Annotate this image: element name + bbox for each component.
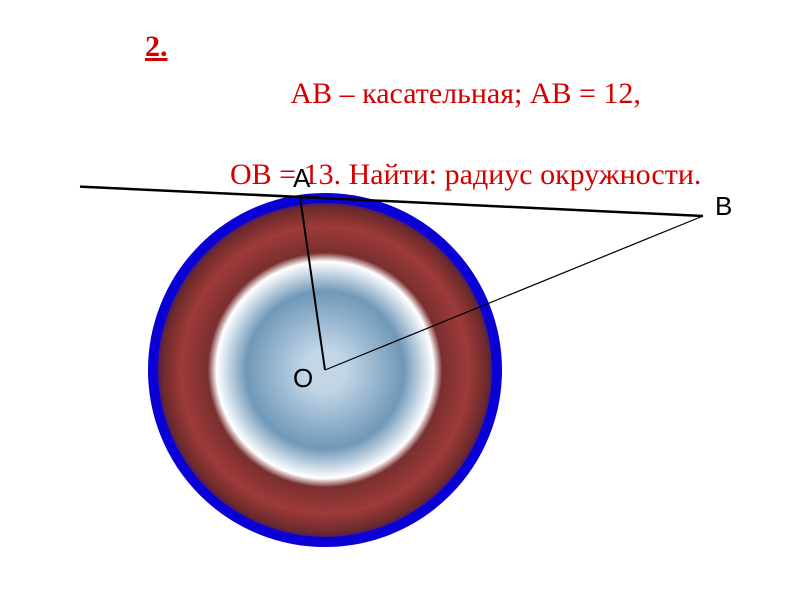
label-A: А bbox=[293, 163, 310, 194]
problem-line-1: АВ – касательная; АВ = 12, bbox=[290, 77, 641, 110]
label-O: О bbox=[293, 363, 313, 394]
problem-number: 2. bbox=[145, 30, 168, 64]
label-B: В bbox=[715, 191, 732, 222]
problem-statement: АВ – касательная; АВ = 12, ОВ = 13. Найт… bbox=[215, 33, 701, 195]
